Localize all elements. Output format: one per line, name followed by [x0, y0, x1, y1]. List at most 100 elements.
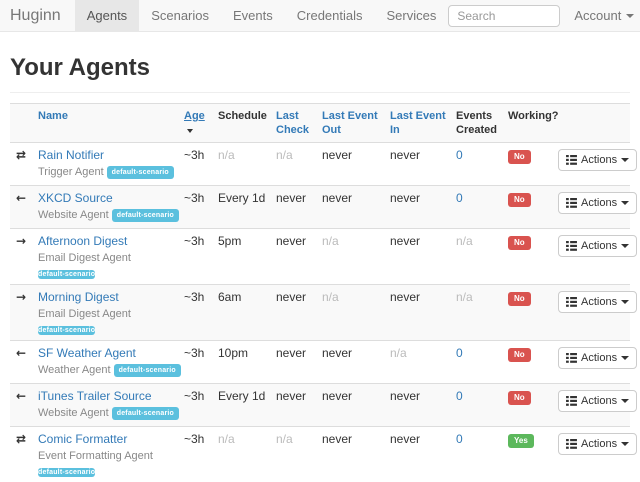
agent-last-check: never: [276, 389, 306, 403]
account-dropdown[interactable]: Account: [574, 8, 634, 23]
actions-dropdown-button[interactable]: Actions: [558, 149, 637, 171]
column-header-direction: [10, 104, 32, 143]
actions-dropdown-button[interactable]: Actions: [558, 347, 637, 369]
caret-down-icon: [621, 244, 629, 248]
events-created-count[interactable]: 0: [456, 432, 463, 446]
working-status-badge: No: [508, 391, 531, 405]
working-status-badge: Yes: [508, 434, 534, 448]
agent-row: → Afternoon Digest Email Digest Agent def…: [10, 229, 630, 285]
actions-dropdown-button[interactable]: Actions: [558, 433, 637, 455]
agent-name-link[interactable]: SF Weather Agent: [38, 346, 136, 361]
agent-last-event-out: never: [322, 389, 352, 403]
agent-last-check: never: [276, 191, 306, 205]
nav-item-credentials[interactable]: Credentials: [285, 0, 375, 31]
sort-desc-icon: [187, 129, 193, 133]
agent-type: Website Agent: [38, 407, 109, 419]
actions-label: Actions: [581, 296, 617, 308]
working-status-badge: No: [508, 150, 531, 164]
transfer-icon: ⇄: [16, 148, 26, 162]
caret-down-icon: [621, 300, 629, 304]
agent-name-link[interactable]: iTunes Trailer Source: [38, 389, 152, 404]
sort-by-age[interactable]: Age: [184, 110, 205, 122]
actions-dropdown-button[interactable]: Actions: [558, 192, 637, 214]
nav-item-scenarios[interactable]: Scenarios: [139, 0, 221, 31]
agent-last-check: never: [276, 346, 306, 360]
agent-name-link[interactable]: Comic Formatter: [38, 432, 127, 447]
agent-last-event-out: never: [322, 191, 352, 205]
agent-type-line: Email Digest Agent default-scenario: [38, 250, 172, 279]
navbar: Huginn Agents Scenarios Events Credentia…: [0, 0, 640, 32]
primary-nav: Agents Scenarios Events Credentials Serv…: [75, 0, 449, 31]
actions-label: Actions: [581, 395, 617, 407]
agent-last-event-in: never: [390, 389, 420, 403]
agent-name-link[interactable]: Rain Notifier: [38, 148, 104, 163]
agent-schedule: 6am: [218, 290, 241, 304]
search-input[interactable]: [448, 5, 560, 27]
agent-name-link[interactable]: Morning Digest: [38, 290, 119, 305]
working-status-badge: No: [508, 292, 531, 306]
nav-item-events[interactable]: Events: [221, 0, 285, 31]
list-icon: [566, 353, 577, 363]
agent-last-event-out: never: [322, 148, 352, 162]
actions-dropdown-button[interactable]: Actions: [558, 235, 637, 257]
events-created-count[interactable]: 0: [456, 148, 463, 162]
agent-type: Email Digest Agent: [38, 252, 131, 264]
agents-table: Name Age Schedule Last Check Last Event …: [10, 103, 630, 482]
sort-by-name[interactable]: Name: [38, 110, 68, 122]
scenario-badge[interactable]: default-scenario: [112, 407, 179, 420]
scenario-badge[interactable]: default-scenario: [38, 468, 95, 477]
arrow-left-icon: ←: [16, 346, 26, 360]
agent-last-event-out: n/a: [322, 234, 339, 248]
agent-age: ~3h: [184, 234, 204, 248]
nav-item-services[interactable]: Services: [375, 0, 449, 31]
agent-name-link[interactable]: Afternoon Digest: [38, 234, 127, 249]
caret-down-icon: [626, 14, 634, 18]
scenario-badge[interactable]: default-scenario: [112, 209, 179, 222]
working-status-badge: No: [508, 348, 531, 362]
caret-down-icon: [621, 399, 629, 403]
agent-name-link[interactable]: XKCD Source: [38, 191, 113, 206]
actions-label: Actions: [581, 352, 617, 364]
events-created-count[interactable]: 0: [456, 191, 463, 205]
sort-by-last-check[interactable]: Last Check: [276, 110, 309, 136]
agent-last-check: never: [276, 234, 306, 248]
scenario-badge[interactable]: default-scenario: [107, 166, 174, 179]
brand-logo[interactable]: Huginn: [0, 0, 75, 31]
agent-last-event-in: never: [390, 290, 420, 304]
agent-schedule: Every 1d: [218, 191, 265, 205]
events-created-count: n/a: [456, 290, 473, 304]
scenario-badge[interactable]: default-scenario: [38, 326, 95, 335]
scenario-badge[interactable]: default-scenario: [38, 270, 95, 279]
agent-last-event-in: never: [390, 191, 420, 205]
list-icon: [566, 396, 577, 406]
agent-last-event-in: never: [390, 432, 420, 446]
sort-by-last-event-out[interactable]: Last Event Out: [322, 110, 378, 136]
arrow-right-icon: →: [16, 234, 26, 248]
table-header-row: Name Age Schedule Last Check Last Event …: [10, 104, 630, 143]
agent-schedule: n/a: [218, 148, 235, 162]
actions-label: Actions: [581, 240, 617, 252]
events-created-count[interactable]: 0: [456, 389, 463, 403]
list-icon: [566, 198, 577, 208]
agent-last-check: n/a: [276, 148, 293, 162]
actions-dropdown-button[interactable]: Actions: [558, 390, 637, 412]
column-header-schedule: Schedule: [218, 110, 267, 122]
events-created-count[interactable]: 0: [456, 346, 463, 360]
agent-type: Website Agent: [38, 209, 109, 221]
agent-last-check: never: [276, 290, 306, 304]
column-header-working: Working?: [508, 110, 559, 122]
actions-dropdown-button[interactable]: Actions: [558, 291, 637, 313]
scenario-badge[interactable]: default-scenario: [114, 364, 181, 377]
agent-last-event-in: never: [390, 234, 420, 248]
nav-item-agents[interactable]: Agents: [75, 0, 139, 31]
sort-by-last-event-in[interactable]: Last Event In: [390, 110, 446, 136]
agent-age: ~3h: [184, 290, 204, 304]
arrow-right-icon: →: [16, 290, 26, 304]
working-status-badge: No: [508, 236, 531, 250]
